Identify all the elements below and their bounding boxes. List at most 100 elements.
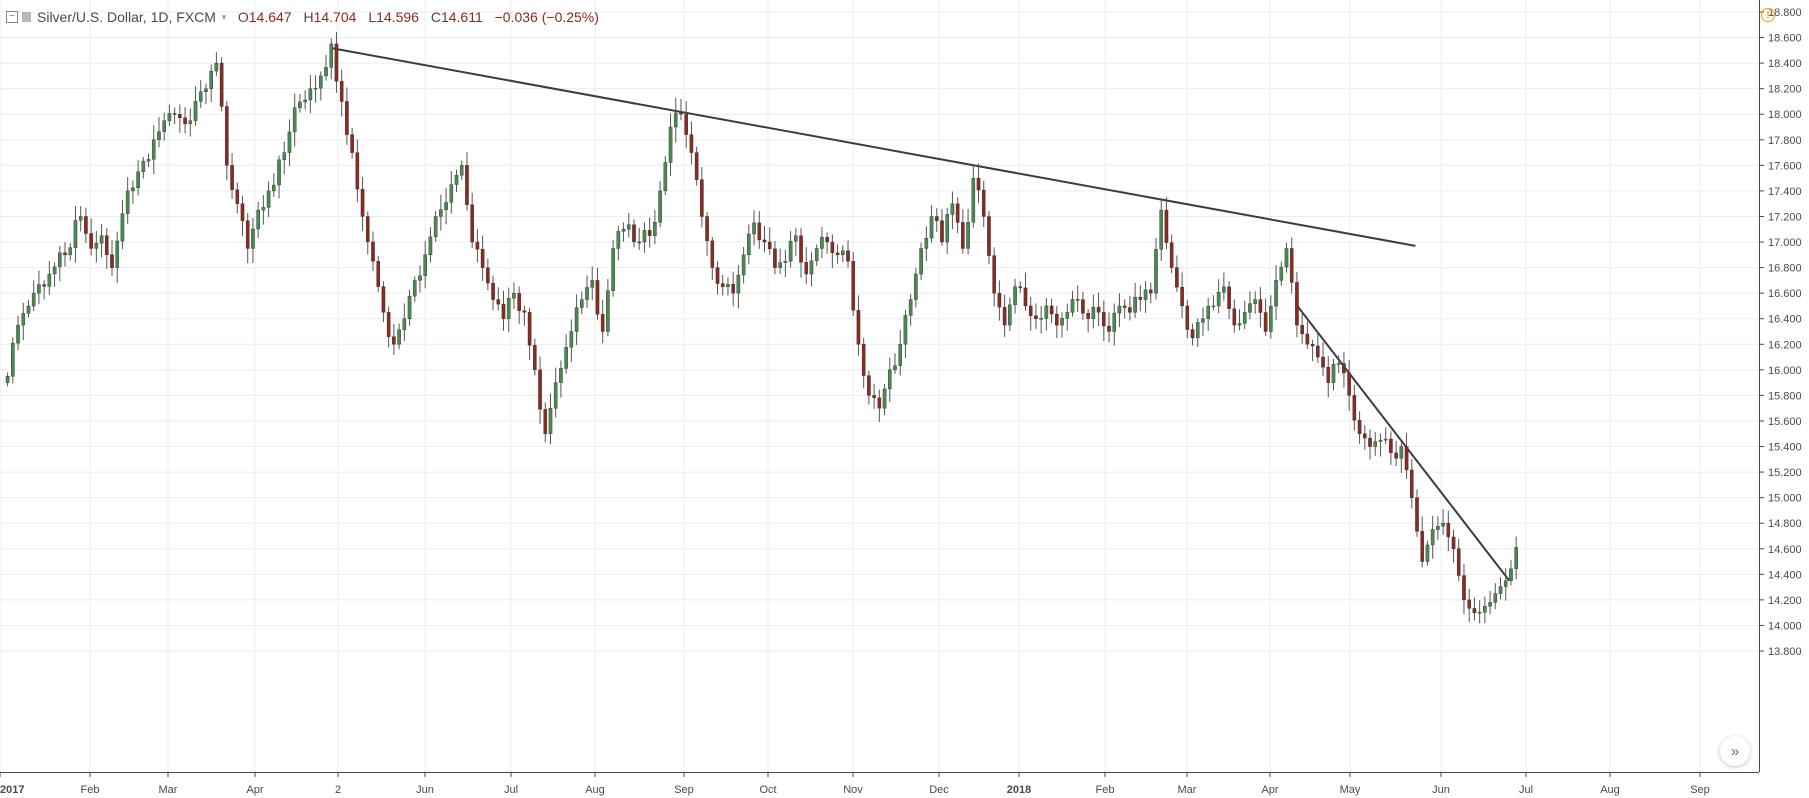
chart-grid (0, 0, 1759, 772)
candle-body (626, 224, 631, 230)
candle-body (700, 179, 704, 217)
low-value: 14.596 (376, 9, 419, 25)
candle-body (1321, 356, 1325, 368)
candle-body (762, 239, 767, 243)
candle-body (846, 250, 850, 262)
candle-body (1409, 469, 1414, 498)
time-tick-label: 2018 (1007, 784, 1031, 796)
candle-body (1154, 249, 1158, 294)
candle-body (1404, 446, 1409, 471)
candle-body (882, 388, 887, 409)
candles (5, 31, 1518, 624)
alert-icon[interactable]: ! (1761, 8, 1775, 22)
price-tick-label: 17.800 (1768, 135, 1802, 147)
candle-body (684, 114, 688, 135)
candle-body (496, 299, 501, 305)
candle-body (1352, 395, 1357, 421)
candle-body (423, 254, 428, 276)
candle-body (1044, 305, 1049, 319)
candle-body (58, 252, 62, 268)
candle-body (1331, 364, 1336, 383)
candle-body (533, 345, 537, 371)
time-tick-label: May (1340, 784, 1361, 796)
candle-body (433, 216, 438, 238)
candle-body (1201, 318, 1205, 323)
candle-body (115, 240, 120, 268)
price-tick-label: 15.600 (1768, 416, 1802, 428)
candle-body (1263, 312, 1268, 332)
candle-body (767, 241, 772, 250)
candle-body (1180, 286, 1184, 307)
time-tick-label: Dec (929, 784, 949, 796)
candle-body (1060, 318, 1064, 326)
candle-body (219, 62, 224, 107)
candle-body (376, 261, 381, 287)
scroll-right-icon[interactable]: » (1720, 736, 1750, 766)
time-tick-label: Nov (843, 784, 863, 796)
open-label: O (237, 9, 249, 25)
candle-body (26, 305, 31, 314)
candle-body (1091, 306, 1096, 319)
candle-body (971, 177, 976, 223)
trendline[interactable] (1294, 302, 1511, 582)
candle-body (689, 134, 694, 153)
trendline[interactable] (329, 46, 1416, 247)
candle-body (230, 165, 234, 190)
candle-body (1472, 608, 1477, 613)
candle-body (887, 369, 892, 390)
candle-body (663, 162, 668, 192)
price-axis-border (1759, 0, 1760, 772)
candle-body (903, 315, 908, 345)
collapse-icon[interactable]: − (6, 11, 18, 23)
time-tick-label: 2 (335, 784, 341, 796)
candle-body (1232, 308, 1237, 326)
candle-body (1211, 305, 1216, 308)
candle-body (898, 344, 903, 366)
candle-body (1128, 307, 1132, 313)
candle-body (668, 126, 673, 163)
candle-body (313, 87, 318, 90)
candle-body (752, 222, 756, 235)
candle-body (1514, 547, 1518, 569)
candle-body (303, 99, 307, 103)
candle-body (522, 310, 527, 313)
candle-body (480, 248, 485, 268)
candle-body (908, 299, 913, 316)
time-tick-label: Sep (1690, 784, 1710, 796)
candle-body (454, 175, 459, 185)
candle-body (1086, 313, 1090, 319)
price-tick-label: 14.200 (1768, 595, 1802, 607)
price-tick-label: 17.000 (1768, 237, 1802, 249)
candle-body (287, 131, 292, 153)
candle-body (1420, 531, 1425, 562)
time-tick-label: Apr (246, 784, 263, 796)
close-value: 14.611 (440, 9, 483, 25)
time-tick-label: Feb (81, 784, 100, 796)
candle-body (1159, 209, 1164, 250)
time-tick-label: Apr (1261, 784, 1278, 796)
candle-body (794, 235, 798, 242)
time-axis[interactable]: 2017 Feb Mar Apr 2 Jun Jul Aug Sep Oct Nov Dec 2018 F… (0, 772, 1710, 796)
price-tick-label: 16.000 (1768, 365, 1802, 377)
high-value: 14.704 (313, 9, 357, 25)
price-axis[interactable]: 18.800 18.600 18.400 18.200 18.000 17.800 17.6… (1759, 7, 1802, 658)
candle-body (1362, 433, 1367, 439)
high-label: H (303, 9, 314, 25)
candle-body (94, 243, 99, 249)
candle-body (1248, 303, 1252, 313)
candle-body (1493, 593, 1498, 603)
candle-body (1368, 437, 1372, 447)
price-tick-label: 17.400 (1768, 186, 1802, 198)
symbol-title[interactable]: Silver/U.S. Dollar, 1D, FXCM (37, 9, 216, 25)
candle-body (1310, 344, 1315, 347)
candle-body (63, 252, 67, 256)
candle-body (282, 152, 287, 160)
price-tick-label: 18.400 (1768, 58, 1802, 70)
candle-body (1258, 299, 1263, 313)
flag-icon[interactable] (22, 12, 31, 22)
candle-body (355, 152, 360, 190)
candle-body (559, 368, 563, 383)
caret-down-icon[interactable]: ▼ (219, 12, 228, 22)
time-tick-label: Aug (585, 784, 605, 796)
